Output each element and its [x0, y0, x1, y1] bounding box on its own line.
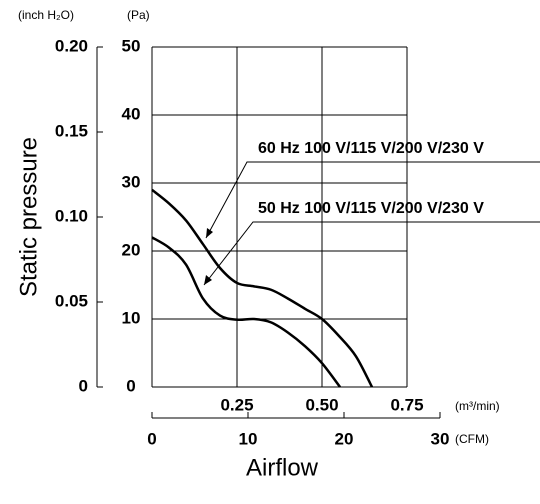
y-tick-label: 30 [122, 172, 141, 191]
y-tick-label: 40 [122, 104, 141, 123]
x-tick-label: 0.75 [390, 395, 423, 414]
x-axis-title: Airflow [246, 454, 319, 481]
x2-tick-label: 0 [147, 429, 156, 448]
y2-tick-label: 0.05 [55, 291, 88, 310]
x2-tick-label: 10 [239, 429, 258, 448]
leader-line [205, 161, 540, 239]
x2-tick-label: 20 [335, 429, 354, 448]
arrow-head [206, 228, 213, 238]
y2-tick-label: 0.20 [55, 36, 88, 55]
y-tick-label: 0 [126, 376, 135, 395]
y-unit: (Pa) [127, 8, 150, 22]
arrow-head [204, 275, 212, 285]
series-label: 60 Hz 100 V/115 V/200 V/230 V [258, 140, 484, 157]
leader-line [203, 221, 540, 286]
y-tick-label: 50 [122, 36, 141, 55]
y-tick-label: 10 [122, 308, 141, 327]
y2-tick-label: 0.15 [55, 121, 88, 140]
x-tick-label: 0.25 [220, 395, 253, 414]
line-series [151, 236, 342, 388]
y2-unit: (inch H₂O) [18, 8, 74, 22]
y-axis-title: Static pressure [15, 137, 42, 297]
y2-tick-label: 0 [79, 376, 88, 395]
x2-unit: (CFM) [455, 432, 489, 446]
x-tick-label: 0.50 [305, 395, 338, 414]
y2-tick-label: 0.10 [55, 206, 88, 225]
y-tick-label: 20 [122, 240, 141, 259]
series-label: 50 Hz 100 V/115 V/200 V/230 V [258, 200, 484, 217]
annotations: 60 Hz 100 V/115 V/200 V/230 V 50 Hz 100 … [203, 140, 540, 286]
line-series [151, 188, 374, 388]
x-unit: (m³/min) [455, 399, 500, 413]
x2-tick-label: 30 [431, 429, 450, 448]
